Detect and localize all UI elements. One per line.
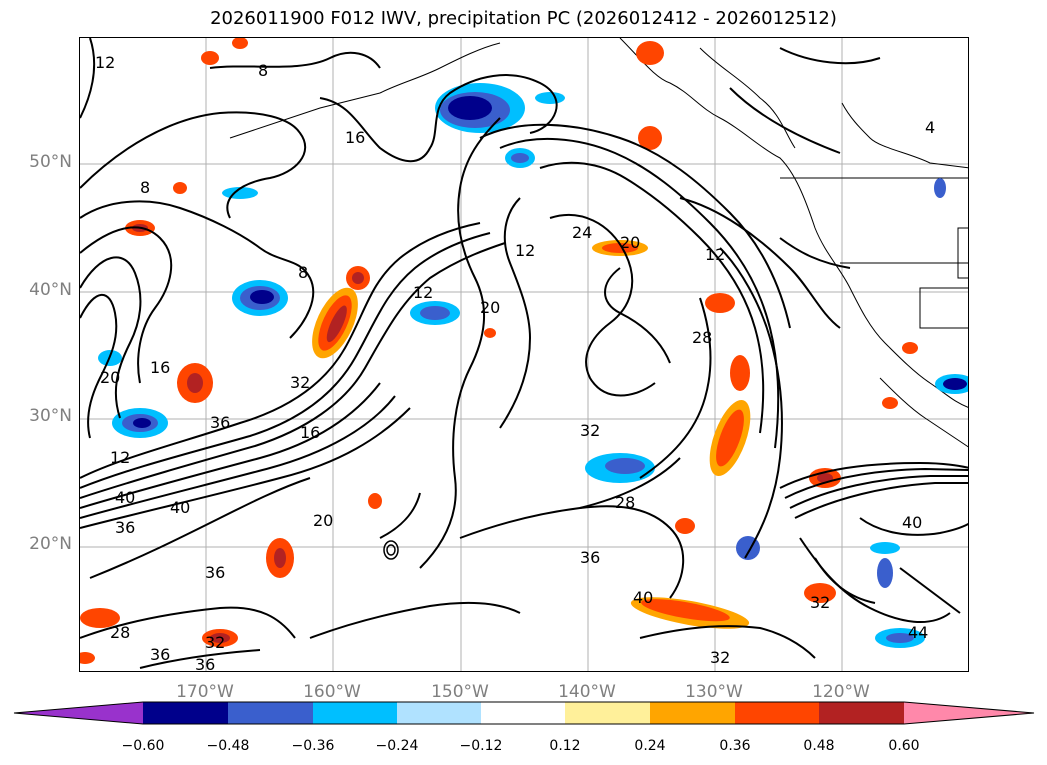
coastline (229, 38, 968, 448)
lon-label-160w: 160°W (303, 682, 361, 702)
contour-label: 20 (620, 233, 640, 252)
colorbar-segment (143, 702, 228, 724)
map-title: 2026011900 F012 IWV, precipitation PC (2… (210, 8, 837, 29)
contour-label: 40 (633, 588, 653, 607)
contour-label: 16 (150, 358, 170, 377)
contour-label: 28 (692, 328, 712, 347)
contour-label: 16 (345, 128, 365, 147)
contour-label: 20 (100, 368, 120, 387)
lon-label-140w: 140°W (558, 682, 616, 702)
colorbar-tick: 0.36 (719, 738, 751, 754)
contour-label: 40 (170, 498, 190, 517)
contour-label: 32 (580, 421, 600, 440)
lon-label-150w: 150°W (431, 682, 489, 702)
contour-label: 12 (95, 53, 115, 72)
contour-label: 36 (205, 563, 225, 582)
lon-label-120w: 120°W (812, 682, 870, 702)
contour-label: 12 (705, 245, 725, 264)
colorbar-tick: 0.24 (634, 738, 666, 754)
colorbar-segment (650, 702, 735, 724)
contour-label: 16 (300, 423, 320, 442)
colorbar-segment (481, 702, 565, 724)
contour-label: 28 (615, 493, 635, 512)
iwv-contours (80, 38, 968, 669)
colorbar-segment (565, 702, 650, 724)
contour-label: 20 (313, 511, 333, 530)
contour-label: 20 (480, 298, 500, 317)
contour-label: 36 (580, 548, 600, 567)
map-canvas: 12 8 16 4 8 8 24 20 12 12 20 12 20 16 32… (80, 38, 968, 672)
lat-label-50n: 50°N (29, 152, 72, 172)
contour-labels: 12 8 16 4 8 8 24 20 12 12 20 12 20 16 32… (95, 53, 935, 672)
colorbar (13, 701, 1035, 725)
graticule (80, 38, 968, 671)
colorbar-segment (735, 702, 819, 724)
closed-contour-small (383, 540, 399, 560)
contour-label: 12 (515, 241, 535, 260)
contour-label: 40 (115, 488, 135, 507)
contour-label: 8 (140, 178, 150, 197)
colorbar-tick: −0.48 (206, 738, 250, 754)
map-panel: 12 8 16 4 8 8 24 20 12 12 20 12 20 16 32… (79, 37, 969, 672)
contour-label: 24 (572, 223, 592, 242)
colorbar-tick: −0.12 (459, 738, 503, 754)
colorbar-tick: 0.60 (888, 738, 920, 754)
contour-label: 40 (902, 513, 922, 532)
colorbar-tick: −0.36 (291, 738, 335, 754)
lat-label-40n: 40°N (29, 280, 72, 300)
contour-label: 32 (290, 373, 310, 392)
colorbar-tick: 0.48 (803, 738, 835, 754)
contour-label: 36 (210, 413, 230, 432)
precip-patches (80, 38, 968, 664)
colorbar-tick: −0.24 (375, 738, 419, 754)
colorbar-extend-right (904, 702, 1034, 724)
lat-label-20n: 20°N (29, 534, 72, 554)
contour-label: 36 (195, 655, 215, 672)
contour-label: 28 (110, 623, 130, 642)
colorbar-extend-left (14, 702, 143, 724)
contour-label: 44 (908, 623, 928, 642)
contour-label: 36 (150, 645, 170, 664)
contour-label: 32 (205, 633, 225, 652)
colorbar-segment (397, 702, 481, 724)
contour-label: 12 (413, 283, 433, 302)
colorbar-tick: 0.12 (549, 738, 581, 754)
contour-label: 32 (810, 593, 830, 612)
contour-label: 4 (925, 118, 935, 137)
contour-label: 8 (298, 263, 308, 282)
colorbar-segment (313, 702, 397, 724)
colorbar-tick: −0.60 (121, 738, 165, 754)
contour-label: 36 (115, 518, 135, 537)
colorbar-segment (228, 702, 313, 724)
contour-label: 32 (710, 648, 730, 667)
lon-label-170w: 170°W (176, 682, 234, 702)
colorbar-outline (13, 701, 1035, 725)
lon-label-130w: 130°W (685, 682, 743, 702)
colorbar-segment (819, 702, 904, 724)
contour-label: 8 (258, 61, 268, 80)
lat-label-30n: 30°N (29, 406, 72, 426)
contour-label: 12 (110, 448, 130, 467)
